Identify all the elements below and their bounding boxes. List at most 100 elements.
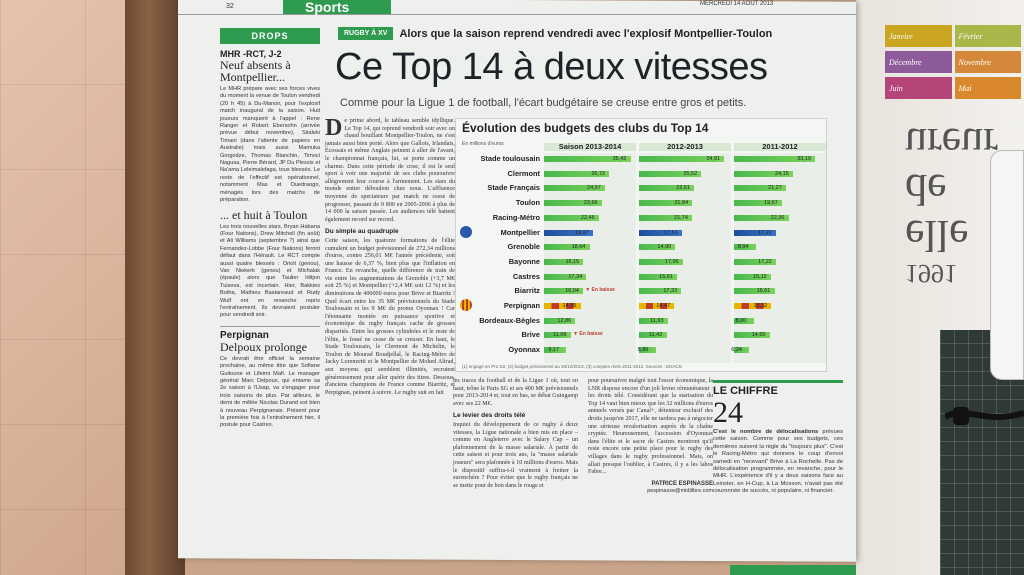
bar-value-label: 16,04 xyxy=(565,288,579,295)
calendar-month: Juin xyxy=(885,77,952,99)
budget-chart: Évolution des budgets des clubs du Top 1… xyxy=(455,118,827,372)
budget-bar xyxy=(544,332,572,339)
rubric-text: Alors que la saison reprend vendredi ave… xyxy=(399,27,773,40)
budget-bar xyxy=(734,288,775,295)
intertitle: Le levier des droits télé xyxy=(453,412,526,420)
season-header: 2011-2012 xyxy=(734,143,826,151)
cable xyxy=(945,407,1024,425)
bar-value-label: 23,66 xyxy=(583,200,598,207)
bar-value-label: 21,74 xyxy=(674,214,688,221)
budget-bar xyxy=(544,156,631,162)
bar-value-label: 14,95 xyxy=(562,303,577,309)
bar-value-label: 8,00 xyxy=(735,317,747,324)
budget-bar xyxy=(639,317,669,324)
bar-value-label: 34,91 xyxy=(706,156,721,162)
bar-value-label: 17,34 xyxy=(568,273,583,280)
bar-value-label: 19,67 xyxy=(764,200,778,207)
budget-bar xyxy=(544,244,590,251)
budget-bar xyxy=(734,347,750,354)
bar-value-label: 11,93 xyxy=(650,317,664,324)
brief-body: Les trois nouvelles stars, Bryan Habana … xyxy=(220,223,320,319)
budget-bar xyxy=(734,156,816,162)
budget-bar xyxy=(734,229,777,236)
article-column: pour poursuivre malgré tout l'essor écon… xyxy=(588,378,713,496)
le-chiffre-body: C'est le nombre de délocalisations prévu… xyxy=(713,429,843,496)
rubric-badge: RUGBY À XV xyxy=(338,27,394,40)
bar-value-label: 21,84 xyxy=(674,200,689,207)
bar-value-label: 25,52 xyxy=(683,170,698,177)
divider xyxy=(220,325,320,327)
budget-bar xyxy=(639,214,693,221)
le-chiffre-number: 24 xyxy=(713,396,743,429)
table-edge xyxy=(125,0,185,575)
club-label: Castres xyxy=(512,271,540,281)
bar-value-label: 14,90 xyxy=(657,244,672,251)
brief-subhead: ... et huit à Toulon xyxy=(220,207,308,222)
club-label: Stade toulousain xyxy=(480,154,540,163)
budget-bar xyxy=(734,214,789,221)
bar-value-label: 8,94 xyxy=(737,244,749,251)
standfirst: Comme pour la Ligue 1 de football, l'éca… xyxy=(340,97,747,109)
bar-value-label: 33,19 xyxy=(797,156,811,162)
article-paragraph: pour poursuivre malgré tout l'essor écon… xyxy=(588,378,713,476)
club-label: Racing-Métro xyxy=(492,212,540,222)
bar-value-label: 17,22 xyxy=(758,258,772,265)
bar-value-label: 26,72 xyxy=(591,170,606,177)
bar-value-label: 6,86 xyxy=(637,347,649,354)
bar-value-label: 35,42 xyxy=(612,156,627,162)
budget-bar xyxy=(544,214,599,221)
budget-bar xyxy=(639,185,695,192)
budget-bar xyxy=(639,347,656,354)
chart-source: (1) engagé en Pro D2. (2) budget prévisi… xyxy=(462,364,683,369)
brief-subhead: Delpoux prolonge xyxy=(220,339,307,354)
budget-bar xyxy=(734,273,771,280)
bar-value-label: 11,42 xyxy=(648,332,663,339)
trend-down-label: ▼ En baisse xyxy=(585,287,615,294)
headline: Ce Top 14 à deux vitesses xyxy=(335,46,768,88)
chart-unit-label: En millions d'euros xyxy=(462,141,504,147)
bottom-band xyxy=(730,565,856,575)
budget-bar xyxy=(544,185,606,192)
club-label: Perpignan xyxy=(503,301,540,310)
budget-bar xyxy=(734,258,777,265)
calendar-strip: Janvier Février Décembre Novembre Juin M… xyxy=(885,25,1024,110)
bar-value-label: 17,33 xyxy=(663,288,678,295)
budget-bar xyxy=(734,303,772,309)
club-label: Bordeaux-Bègles xyxy=(479,315,540,325)
calendar-month: Novembre xyxy=(954,51,1021,73)
budget-bar xyxy=(639,244,676,251)
bar-value-label: 17,22 xyxy=(758,229,772,236)
montpellier-logo-icon xyxy=(460,225,472,238)
le-chiffre-label: LE CHIFFRE xyxy=(713,380,843,397)
issue-date: MERCREDI 14 AOÛT 2013 xyxy=(700,1,774,7)
club-label: Montpellier xyxy=(500,227,540,237)
bar-value-label: 9,17 xyxy=(548,347,560,354)
article-column: les traces du football et de la Ligue 1 … xyxy=(453,378,578,490)
bar-value-label: 24,15 xyxy=(775,170,789,177)
brief-subhead: Neuf absents à Montpellier... xyxy=(220,58,291,84)
author-signature: PATRICE ESPINASSE xyxy=(651,480,713,487)
calendar-month: Mai xyxy=(954,77,1021,99)
budget-bar xyxy=(544,200,602,207)
bar-value-label: 11,09 xyxy=(553,332,567,339)
budget-bar xyxy=(734,170,794,177)
perpignan-logo-icon xyxy=(460,299,472,311)
article-paragraph: Cette saison, les quatorze formations de… xyxy=(325,237,455,396)
budget-bar xyxy=(639,273,678,280)
season-header: Saison 2013-2014 xyxy=(544,143,636,151)
club-label: Grenoble xyxy=(507,242,540,252)
bar-value-label: 12,86 xyxy=(557,317,572,324)
budget-bar xyxy=(734,200,783,207)
brief-body: Le MHR prépare avec ses forces vives du … xyxy=(220,86,320,204)
budget-bar xyxy=(544,347,567,354)
bar-value-label: 15,61 xyxy=(659,273,673,280)
bar-value-label: 22,61 xyxy=(676,185,691,192)
bar-value-label: 19,97 xyxy=(574,229,589,236)
club-label: Oyonnax xyxy=(508,345,540,355)
club-label: Biarritz xyxy=(514,286,540,296)
club-label: Toulon xyxy=(515,198,540,208)
club-label: Brive xyxy=(521,330,541,340)
bar-value-label: 14,47 xyxy=(656,303,671,309)
article-paragraph: les traces du football et de la Ligue 1 … xyxy=(453,378,578,407)
bar-value-label: 21,27 xyxy=(767,185,782,192)
